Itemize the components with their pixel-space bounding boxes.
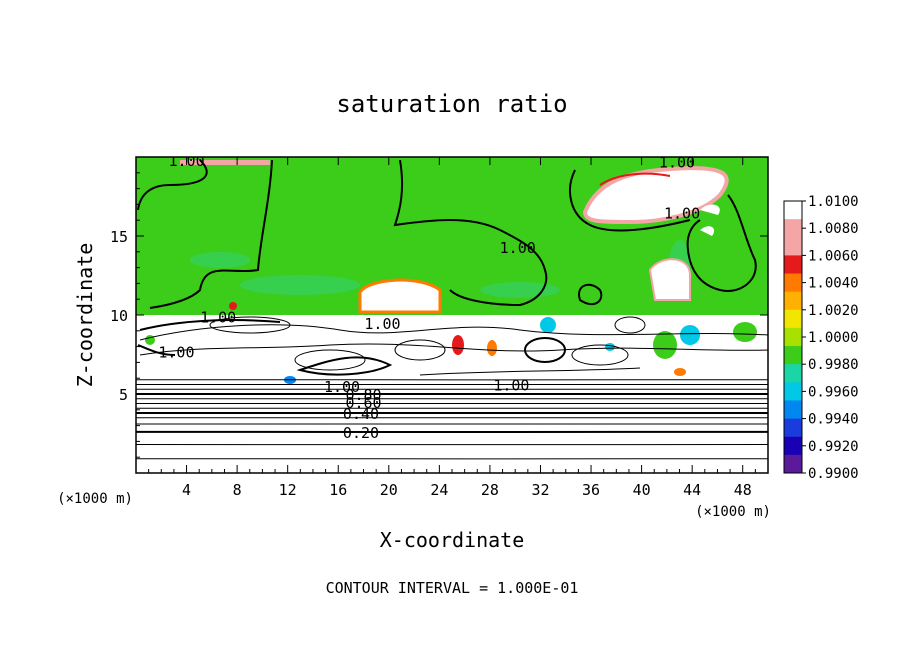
stratified-contour-line: [136, 416, 768, 419]
colorbar-swatch: [784, 400, 802, 420]
colorbar-label: 1.0020: [808, 303, 859, 319]
colorbar-swatch: [784, 454, 802, 474]
x-tick-label: 8: [233, 481, 242, 499]
contour-label: 1.00: [664, 204, 700, 222]
stratified-contour-line: [136, 423, 768, 425]
colorbar-label: 1.0000: [808, 330, 859, 346]
colorbar-label: 0.9900: [808, 466, 859, 482]
stratified-contour-line: [136, 383, 768, 386]
stratified-contour-line: [136, 411, 768, 415]
x-tick-label: 44: [683, 481, 701, 499]
x-axis-label: X-coordinate: [380, 528, 525, 552]
contour-label: 1.00: [364, 315, 400, 333]
stratified-contour-line: [136, 430, 768, 434]
colorbar-label: 0.9920: [808, 439, 859, 455]
x-tick-label: 20: [380, 481, 398, 499]
z-tick-label: 10: [110, 307, 128, 325]
colorbar-label: 0.9980: [808, 357, 859, 373]
stratified-contour-line: [136, 378, 768, 381]
colorbar-swatch: [784, 364, 802, 383]
stratified-contour-line: [136, 443, 768, 446]
colorbar-swatch: [784, 237, 802, 256]
z-axis-label: Z-coordinate: [73, 243, 97, 388]
plot-area: 1.00 1.001.001.001.00 1.001.001.001.000.80…: [136, 154, 768, 473]
x-tick-label: 36: [582, 481, 600, 499]
stratified-contour-line: [136, 407, 768, 410]
colorbar: 1.0100 1.0080 1.0060 1.0040 1.0020 1.0000 0.99…: [783, 194, 859, 482]
contour-label: 1.00: [324, 378, 360, 396]
x-unit-right: (×1000 m): [695, 504, 771, 520]
colorbar-swatch: [784, 273, 802, 293]
x-unit-left: (×1000 m): [57, 491, 133, 507]
x-tick-label: 28: [481, 481, 499, 499]
stratified-contour-line: [136, 457, 768, 460]
colorbar-swatch: [784, 418, 802, 438]
contour-label: 0.80: [345, 386, 381, 404]
colorbar-swatch: [784, 309, 802, 329]
contour-label: 1.00: [493, 377, 529, 395]
colorbar-swatch: [784, 201, 802, 220]
colorbar-label: 0.9960: [808, 384, 859, 400]
near-saturation-patches: [190, 240, 692, 300]
colorbar-swatch: [784, 382, 802, 401]
contour-label: 1.00: [500, 239, 536, 257]
x-tick-label: 48: [734, 481, 752, 499]
x-tick-label: 32: [531, 481, 549, 499]
x-tick-label: 12: [279, 481, 297, 499]
contour-label: 1.00: [158, 343, 194, 361]
colorbar-swatch: [784, 219, 802, 238]
colorbar-label: 1.0060: [808, 248, 859, 264]
colorbar-swatch: [784, 327, 802, 347]
chart-title: saturation ratio: [336, 90, 567, 118]
z-tick-label: 15: [110, 228, 128, 246]
colorbar-swatch: [784, 436, 802, 456]
supersaturated-regions: [180, 160, 729, 314]
x-tick-label: 4: [182, 481, 191, 499]
stratified-contours: [136, 378, 768, 460]
cloud-layer-contours: [139, 316, 768, 376]
z-tick-label: 5: [119, 386, 128, 404]
contour-label: 1.00: [200, 309, 236, 327]
colorbar-label: 0.9940: [808, 412, 859, 428]
colorbar-label: 1.0040: [808, 276, 859, 292]
contour-label-group: 1.00 1.001.001.001.00 1.001.001.001.000.80…: [158, 154, 700, 442]
stratified-contour-line: [136, 402, 768, 405]
colorbar-swatch: [784, 346, 802, 365]
colorbar-label: 1.0080: [808, 221, 859, 237]
colored-cells: [145, 302, 757, 384]
saturation-contour: [137, 159, 757, 356]
z-axis: 5 10 15: [110, 172, 768, 458]
contour-label: 0.40: [343, 405, 379, 423]
x-axis: 4 8 12 16 20 24 28 32 36 40 44 48: [148, 157, 756, 499]
colorbar-label: 1.0100: [808, 194, 859, 210]
contour-label: 0.20: [343, 424, 379, 442]
x-tick-label: 24: [430, 481, 448, 499]
contour-interval-note: CONTOUR INTERVAL = 1.000E-01: [326, 579, 579, 597]
colorbar-swatch: [784, 291, 802, 311]
x-tick-label: 40: [633, 481, 651, 499]
stratified-contour-line: [136, 392, 768, 396]
stratified-contour-line: [136, 397, 768, 400]
contour-label: 1.00: [659, 154, 695, 172]
contour-label: 0.60: [345, 394, 381, 412]
colorbar-swatch: [784, 255, 802, 275]
x-tick-label: 16: [329, 481, 347, 499]
stratified-contour-line: [136, 388, 768, 391]
